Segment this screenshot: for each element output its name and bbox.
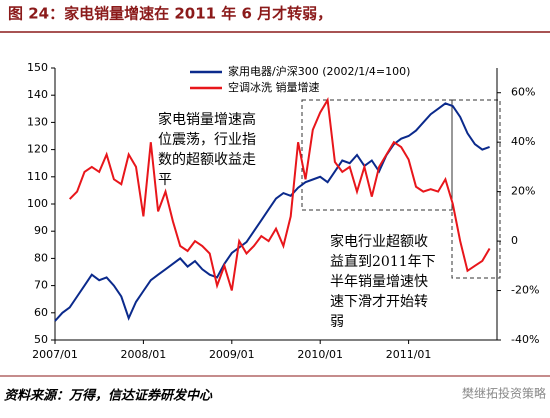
y2-tick-label: 20% [511, 185, 535, 198]
annotation: 家电行业超额收 [330, 233, 428, 250]
y-tick-label: 130 [27, 115, 48, 128]
annotation: 位震荡，行业指 [158, 132, 256, 148]
x-tick-label: 2007/01 [32, 348, 78, 361]
y-tick-label: 70 [34, 279, 48, 292]
legend-label: 空调冰洗 销量增速 [228, 80, 320, 94]
y-tick-label: 80 [34, 251, 48, 264]
y-tick-label: 50 [34, 333, 48, 346]
x-tick-label: 2009/01 [209, 348, 255, 361]
annotation: 平 [158, 172, 172, 188]
data-line [68, 97, 491, 291]
y-tick-label: 140 [27, 88, 48, 101]
highlight-box [301, 99, 453, 211]
y2-tick-label: 40% [511, 135, 535, 148]
y-tick-label: 120 [27, 143, 48, 156]
highlight-box [451, 99, 501, 279]
annotation: 家电销量增速高 [158, 111, 256, 128]
y2-tick-label: 60% [511, 86, 535, 99]
y-tick-label: 110 [27, 170, 48, 183]
x-tick-label: 2010/01 [297, 348, 343, 361]
annotation: 益直到2011年下 [330, 253, 436, 270]
x-tick-label: 2008/01 [121, 348, 167, 361]
y-tick-label: 100 [27, 197, 48, 210]
annotation: 数的超额收益走 [158, 152, 256, 168]
x-tick-label: 2011/01 [386, 348, 432, 361]
y-tick-label: 90 [34, 224, 48, 237]
annotation: 半年销量增速快 [330, 274, 428, 290]
annotation: 速下滑才开始转 [330, 293, 428, 310]
y2-tick-label: -20% [511, 284, 539, 297]
chart-title: 图 24：家电销量增速在 2011 年 6 月才转弱， [8, 5, 332, 23]
y-tick-label: 150 [27, 61, 48, 74]
y2-tick-label: 0 [511, 234, 518, 247]
y-tick-label: 60 [34, 306, 48, 319]
data-line [54, 102, 490, 322]
annotation: 弱 [330, 314, 344, 330]
legend-label: 家用电器/沪深300 (2002/1/4=100) [228, 64, 410, 78]
watermark: 樊继拓投资策略 [462, 386, 546, 401]
y2-tick-label: -40% [511, 333, 539, 346]
source: 资料来源：万得，信达证券研发中心 [4, 388, 213, 404]
